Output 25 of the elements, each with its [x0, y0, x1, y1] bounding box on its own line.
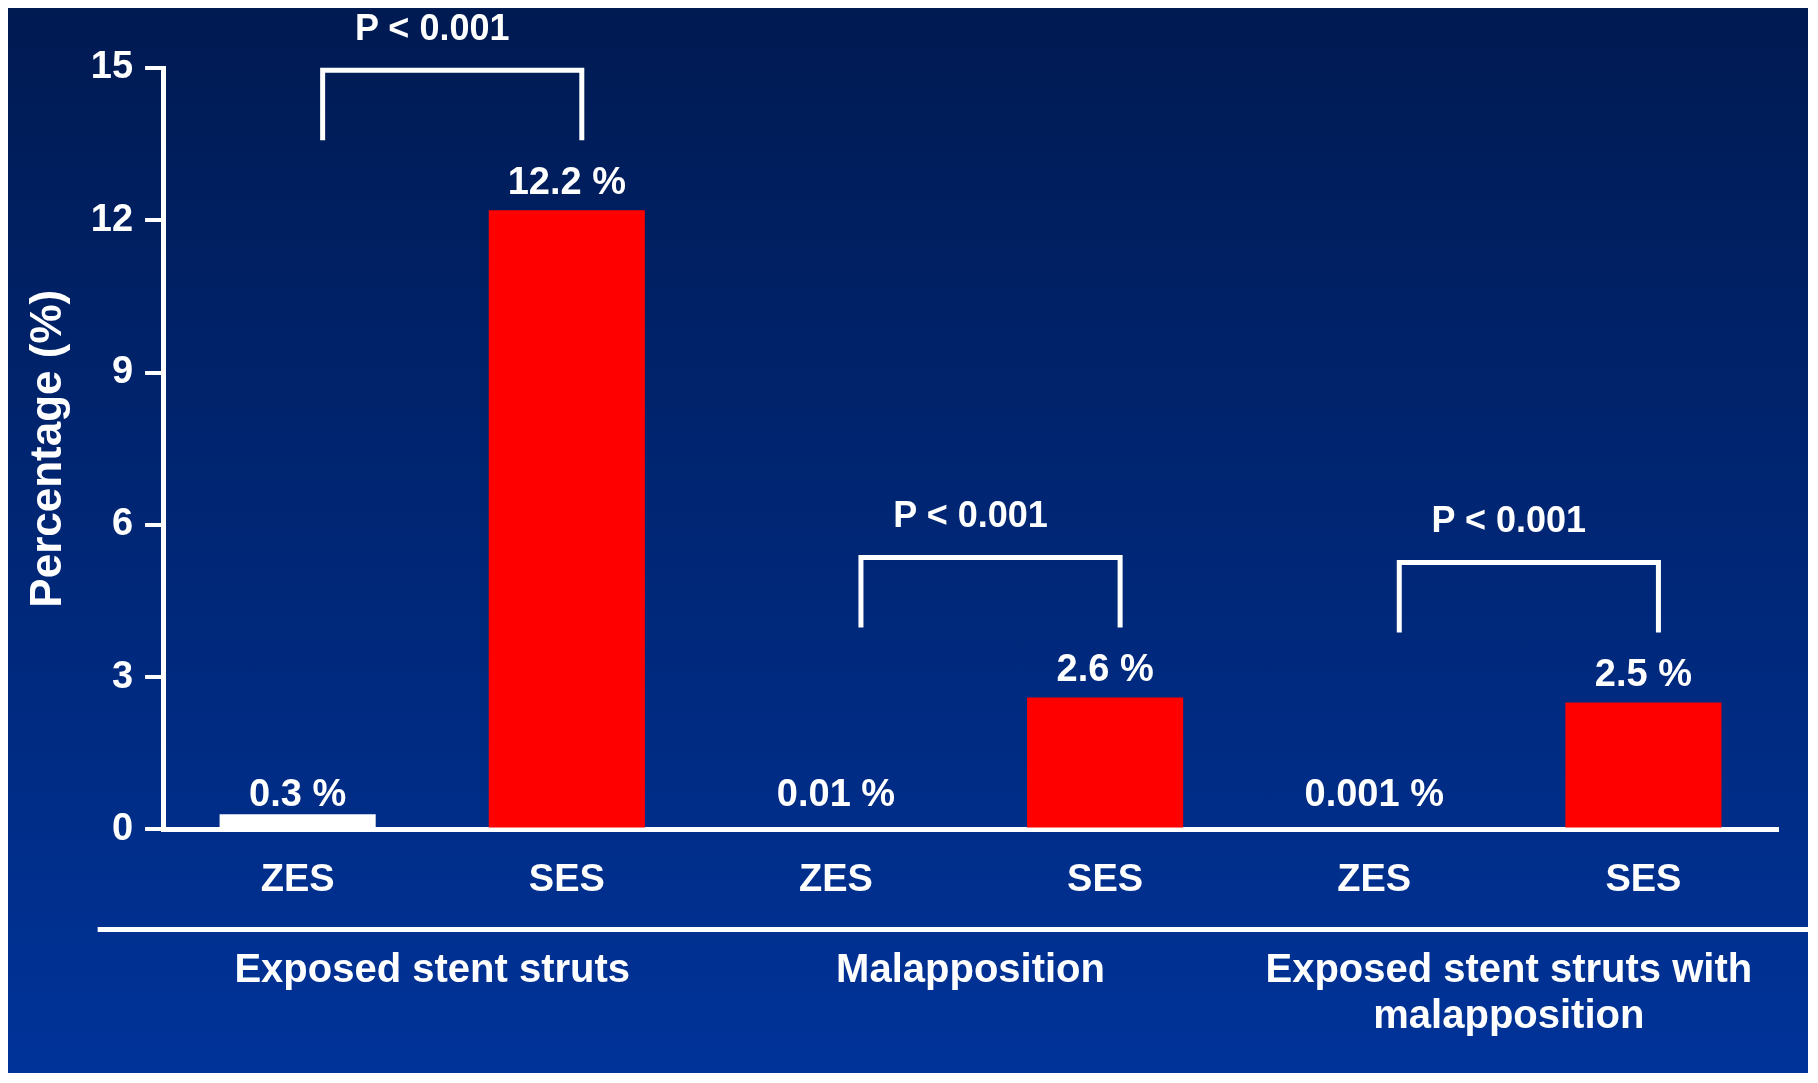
y-tick-label: 12: [90, 196, 134, 239]
y-tick-label: 0: [111, 805, 134, 848]
x-tick-label: SES: [1067, 856, 1144, 899]
x-tick-label: ZES: [260, 856, 335, 899]
data-label: 2.6 %: [1056, 646, 1154, 689]
data-label: 0.01 %: [776, 771, 896, 814]
data-label: 0.001 %: [1304, 771, 1444, 814]
data-label: 12.2 %: [507, 159, 626, 202]
x-tick-label: SES: [1605, 856, 1682, 899]
text: Exposed stent struts: [234, 946, 631, 991]
data-label: 0.3 %: [249, 771, 347, 814]
x-tick-label: ZES: [1337, 856, 1412, 899]
y-axis-title: Percentage (%): [20, 289, 70, 608]
x-tick-label: ZES: [799, 856, 873, 899]
x-tick-label: SES: [528, 856, 605, 899]
y-tick-label: 9: [111, 349, 134, 392]
y-tick-label: 15: [90, 44, 134, 87]
text: P < 0.001: [354, 7, 510, 49]
text: Malapposition: [836, 946, 1105, 991]
annotation: P < 0.001: [893, 494, 1048, 536]
text: Exposed stent struts with malapposition: [1265, 946, 1753, 1037]
annotation: P < 0.001: [1431, 499, 1587, 541]
y-tick-label: 6: [111, 501, 134, 544]
y-tick-label: 3: [111, 653, 134, 696]
data-label: 2.5 %: [1594, 651, 1693, 694]
